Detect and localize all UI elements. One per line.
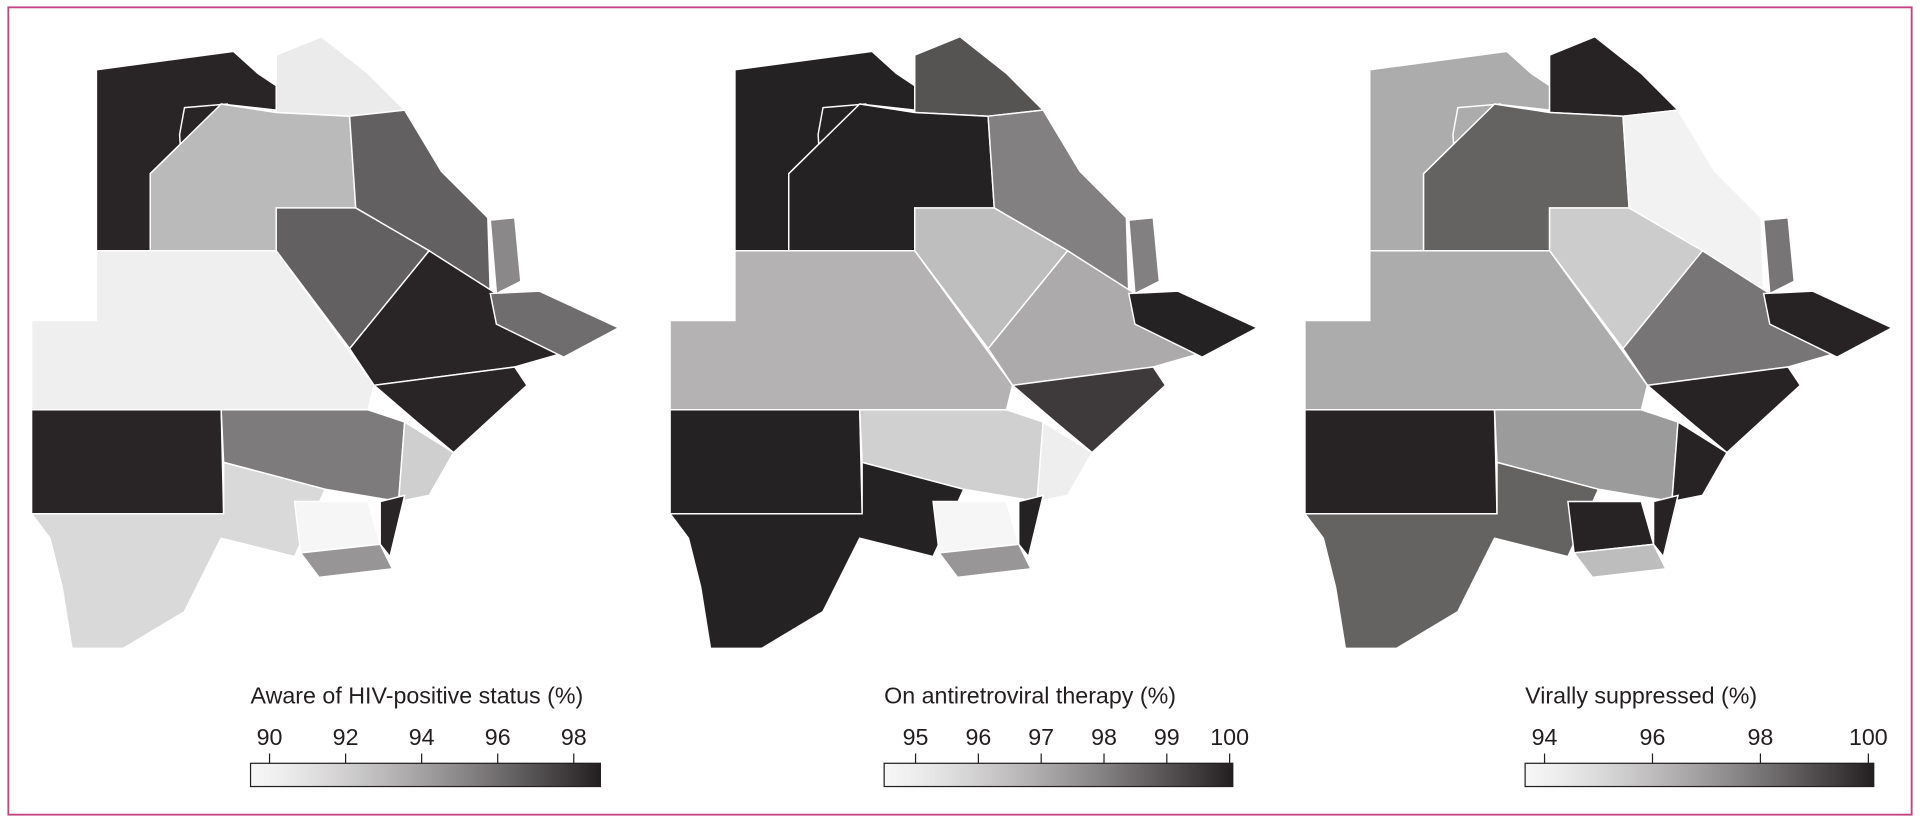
district xyxy=(1303,461,1600,650)
district xyxy=(669,409,863,515)
district xyxy=(1652,494,1680,559)
colorbar xyxy=(249,762,601,788)
tick-label: 94 xyxy=(1532,724,1558,750)
tick-label: 100 xyxy=(1849,724,1888,750)
district xyxy=(1128,216,1161,295)
tick-label: 96 xyxy=(965,724,991,750)
legend-title: Aware of HIV-positive status (%) xyxy=(251,682,584,708)
tick-label: 98 xyxy=(1747,724,1773,750)
district xyxy=(914,35,1045,117)
district xyxy=(275,35,407,117)
district xyxy=(1017,494,1045,559)
tick-label: 100 xyxy=(1210,724,1249,750)
district xyxy=(30,409,225,515)
tick-label: 96 xyxy=(485,724,511,750)
district xyxy=(1572,543,1667,579)
tick-label: 95 xyxy=(903,724,929,750)
tick-label: 99 xyxy=(1154,724,1180,750)
map-panel xyxy=(30,35,621,650)
map-panel xyxy=(1303,35,1894,650)
district xyxy=(1127,290,1259,359)
district xyxy=(1671,420,1728,503)
tick-label: 97 xyxy=(1028,724,1054,750)
map-panel xyxy=(668,35,1259,650)
legend-title: Virally suppressed (%) xyxy=(1525,682,1757,708)
district xyxy=(489,216,522,295)
colorbar xyxy=(883,762,1234,788)
district xyxy=(1548,35,1680,117)
colorbar xyxy=(1524,762,1875,788)
legend-title: On antiretroviral therapy (%) xyxy=(884,682,1176,708)
district xyxy=(379,494,406,559)
district xyxy=(299,543,394,579)
district xyxy=(30,461,327,650)
district xyxy=(397,420,455,503)
district xyxy=(1010,366,1167,454)
tick-label: 98 xyxy=(1091,724,1117,750)
district xyxy=(668,461,965,650)
tick-label: 94 xyxy=(409,724,435,750)
tick-label: 90 xyxy=(257,724,283,750)
district xyxy=(372,366,528,454)
district xyxy=(1762,216,1796,295)
district xyxy=(489,290,621,359)
district xyxy=(1036,420,1094,503)
frame xyxy=(7,6,1913,816)
district xyxy=(1762,290,1894,359)
tick-label: 98 xyxy=(561,724,587,750)
district xyxy=(1304,409,1498,515)
district xyxy=(1645,366,1802,454)
tick-label: 92 xyxy=(333,724,359,750)
tick-label: 96 xyxy=(1640,724,1666,750)
district xyxy=(937,543,1033,579)
